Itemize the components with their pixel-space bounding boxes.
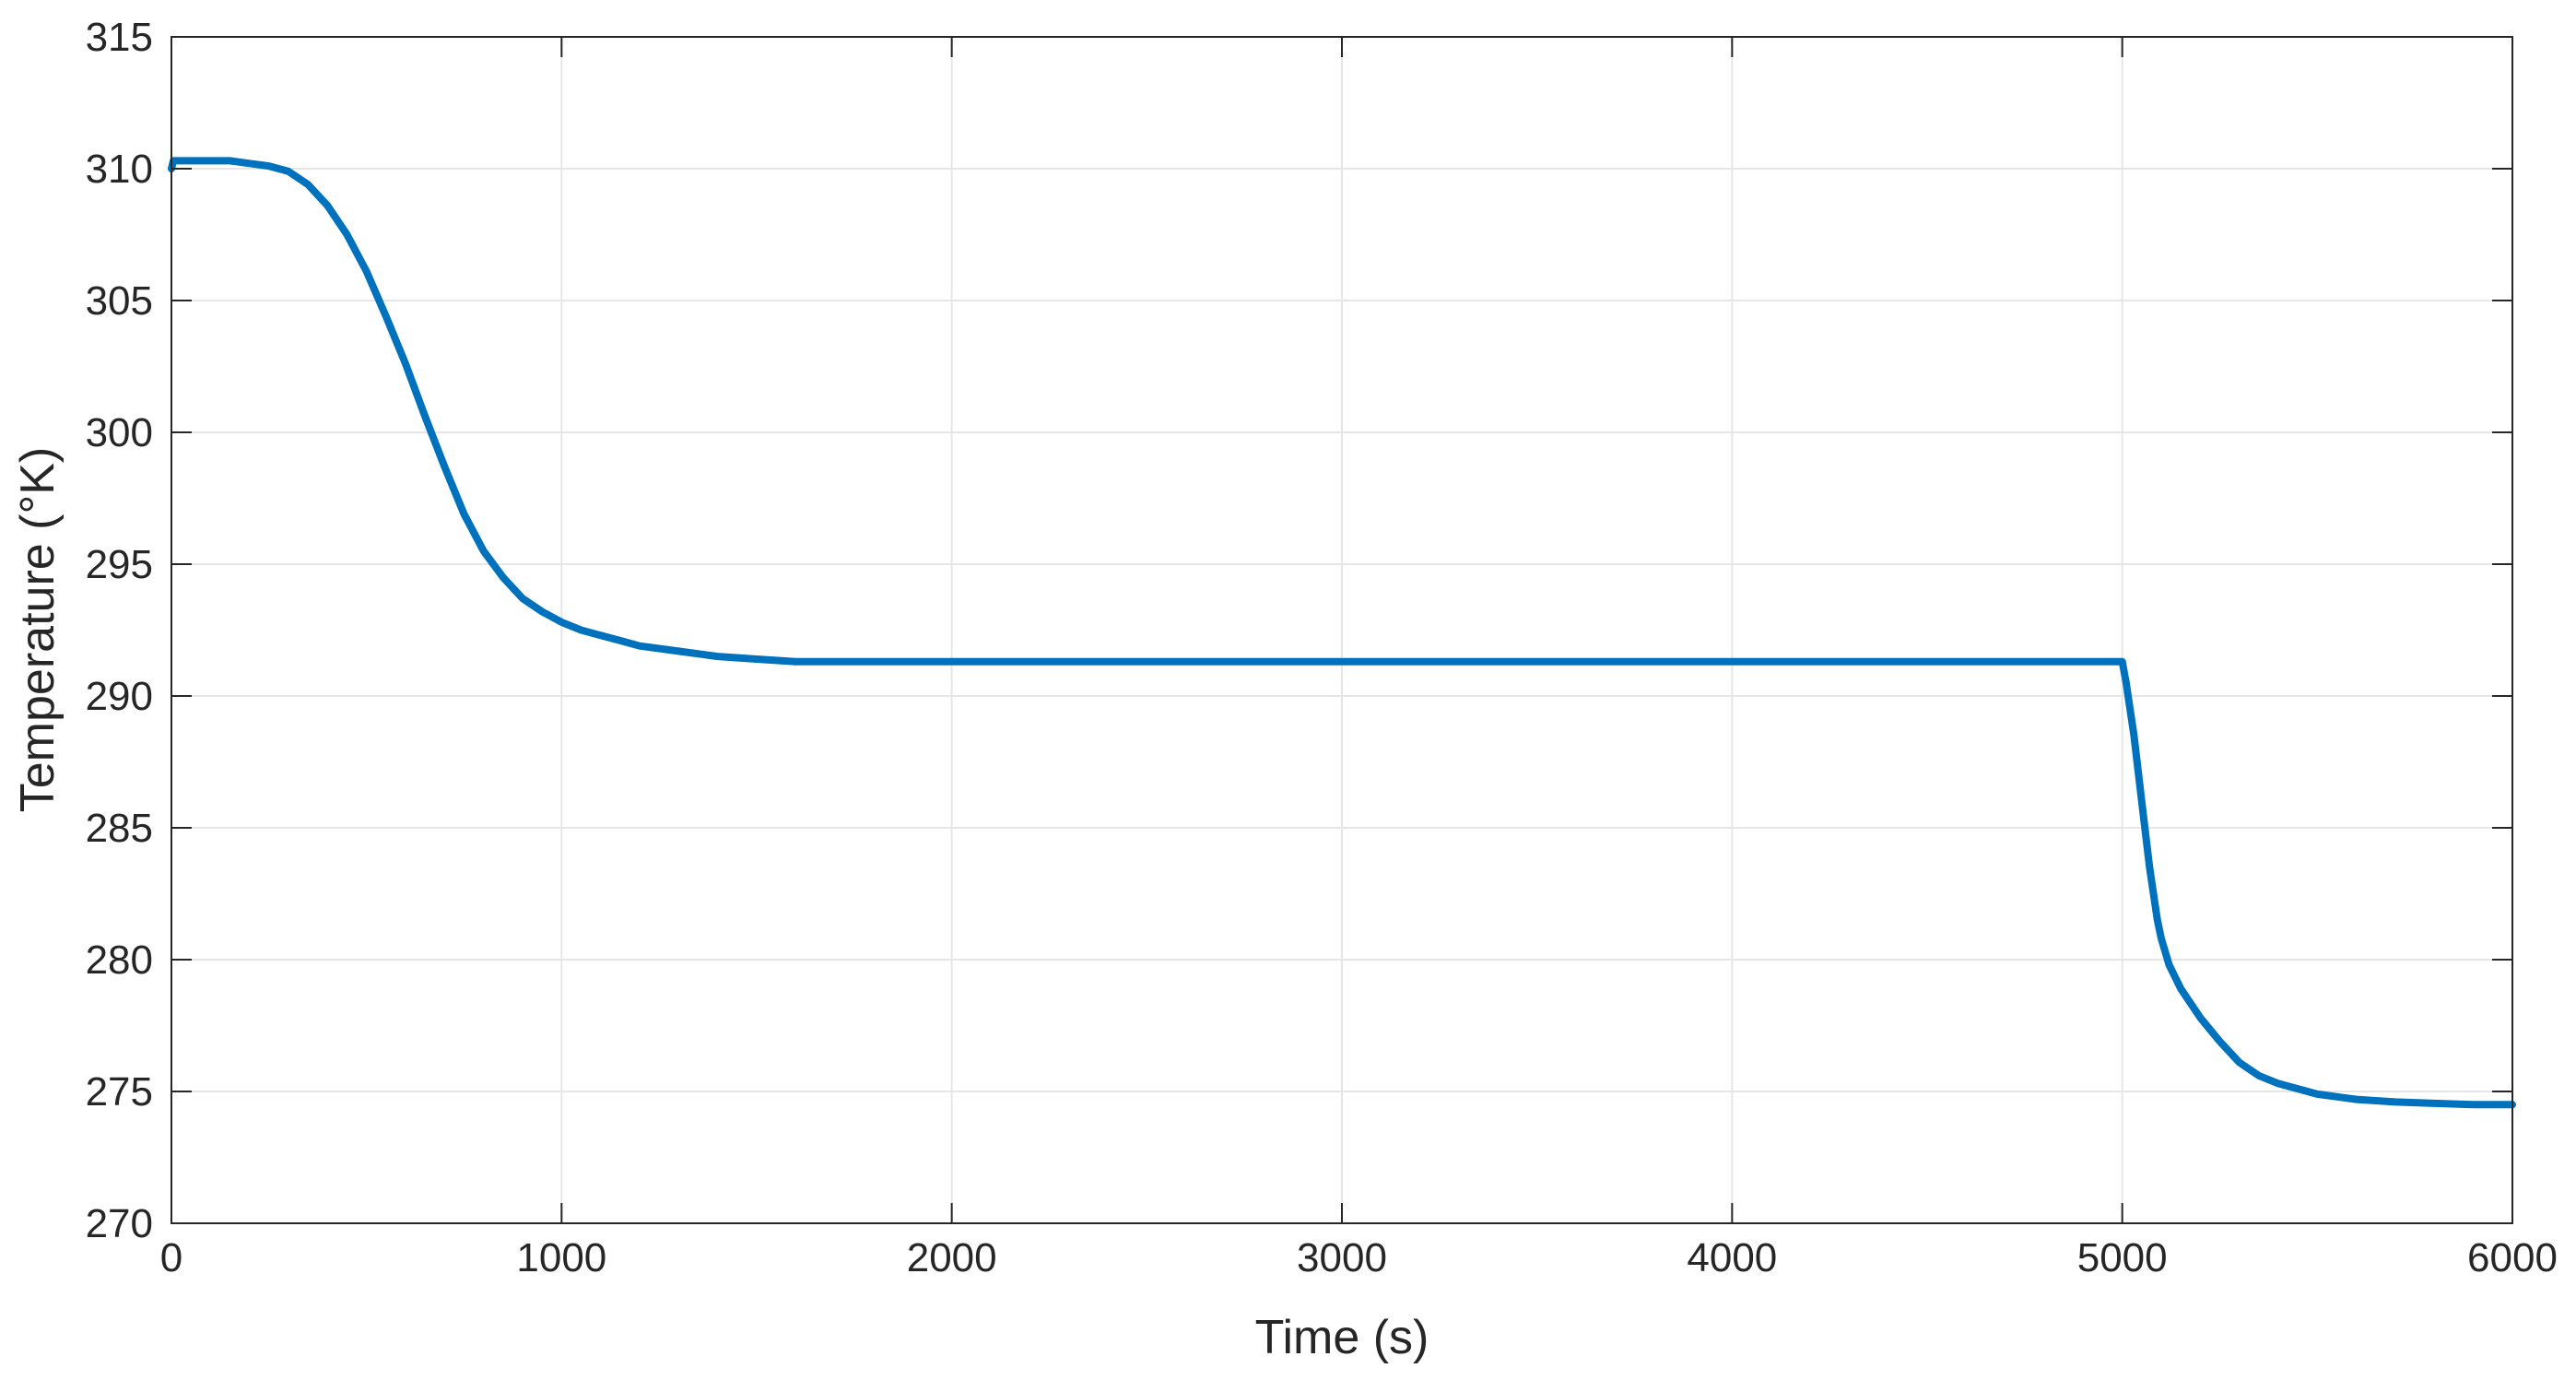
- y-tick-label: 305: [86, 278, 153, 324]
- x-tick-label: 1000: [516, 1235, 606, 1280]
- x-tick-label: 5000: [2077, 1235, 2168, 1280]
- x-tick-label: 6000: [2467, 1235, 2558, 1280]
- x-axis-label: Time (s): [1255, 1311, 1429, 1364]
- y-tick-label: 285: [86, 806, 153, 851]
- temperature-series-line: [168, 157, 2516, 1109]
- x-tick-label: 4000: [1687, 1235, 1777, 1280]
- x-tick-label: 3000: [1297, 1235, 1387, 1280]
- y-tick-label: 280: [86, 938, 153, 983]
- y-tick-label: 310: [86, 147, 153, 192]
- ticks: 0 1000 2000 3000 4000 5000 6000 270 275 280 285 290…: [86, 15, 2558, 1280]
- y-tick-label: 270: [86, 1201, 153, 1246]
- y-axis-label: Temperature (°K): [11, 447, 65, 812]
- x-tick-label: 2000: [907, 1235, 997, 1280]
- x-tick-label: 0: [160, 1235, 182, 1280]
- y-tick-label: 290: [86, 674, 153, 719]
- y-tick-label: 295: [86, 542, 153, 587]
- y-tick-label: 275: [86, 1069, 153, 1115]
- series-group: [168, 157, 2516, 1109]
- y-tick-label: 300: [86, 410, 153, 455]
- y-tick-label: 315: [86, 15, 153, 60]
- axis-labels: Time (s) Temperature (°K): [11, 447, 1429, 1364]
